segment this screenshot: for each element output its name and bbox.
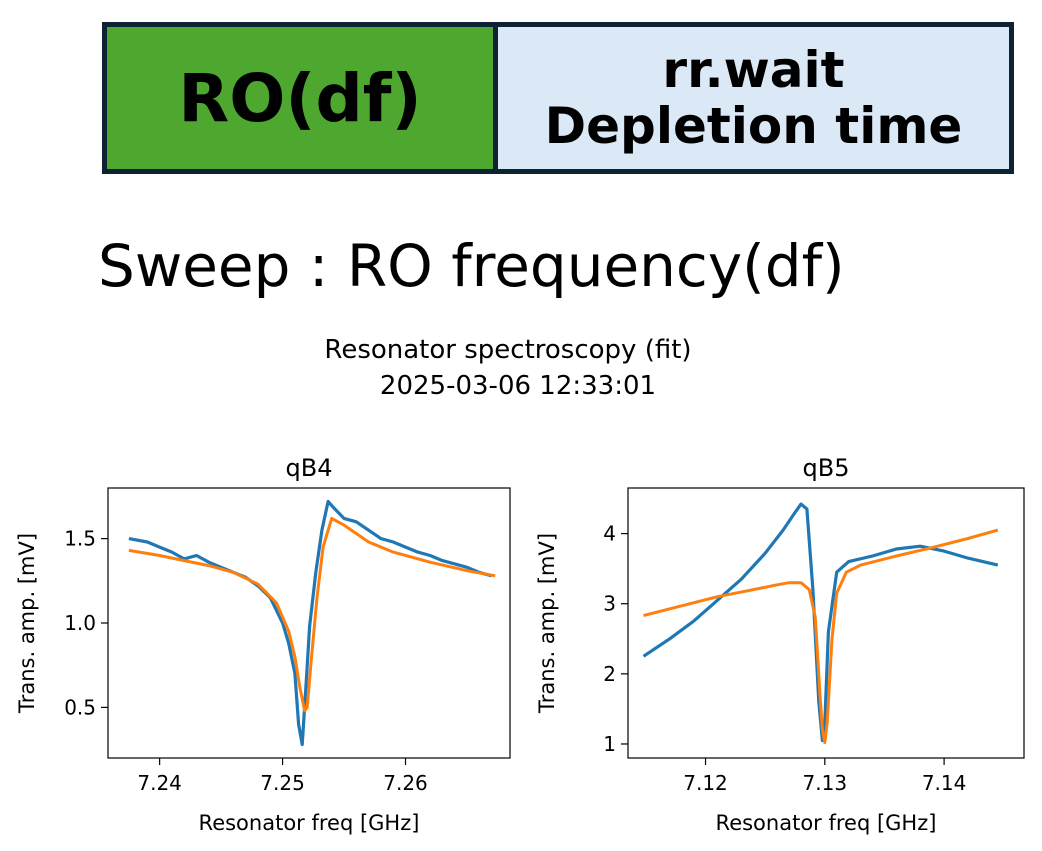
resonator-spectroscopy-figure: Resonator spectroscopy (fit) 2025-03-06 … (15, 335, 1025, 835)
series-data-line (128, 499, 493, 747)
x-tick-label: 7.12 (683, 771, 728, 795)
x-axis-label: Resonator freq [GHz] (199, 811, 420, 835)
y-tick-label: 1.0 (64, 611, 96, 635)
chart-title: qB5 (803, 454, 850, 482)
sequence-header: RO(df) rr.wait Depletion time (102, 22, 1014, 174)
y-tick-label: 0.5 (64, 695, 96, 719)
ro-df-block: RO(df) (107, 27, 493, 169)
rr-wait-label: rr.wait (662, 41, 845, 99)
series-fit-line (643, 528, 999, 745)
x-tick-label: 7.24 (137, 771, 182, 795)
y-tick-label: 4 (603, 522, 616, 546)
x-tick-label: 7.13 (803, 771, 848, 795)
rr-wait-block: rr.wait Depletion time (498, 27, 1009, 169)
figure-suptitle-line2: 2025-03-06 12:33:01 (380, 371, 656, 401)
axes-frame (627, 487, 1025, 759)
y-tick-label: 1.5 (64, 527, 96, 551)
sweep-label: Sweep : RO frequency(df) (98, 232, 845, 300)
x-tick-label: 7.26 (383, 771, 428, 795)
series-fit-line (128, 516, 496, 713)
x-tick-label: 7.14 (922, 771, 967, 795)
y-axis-label: Trans. amp. [mV] (535, 533, 559, 714)
y-tick-label: 3 (603, 592, 616, 616)
y-axis-label: Trans. amp. [mV] (15, 533, 39, 714)
series-data-line (642, 502, 999, 743)
x-tick-label: 7.25 (260, 771, 305, 795)
chart-title: qB4 (286, 454, 333, 482)
x-axis-label: Resonator freq [GHz] (716, 811, 937, 835)
chart-panel-qB5: 7.12 7.13 7.14 1 2 3 4 qB5 Resonator freq [GHz] T… (535, 454, 1025, 835)
depletion-time-label: Depletion time (544, 97, 963, 155)
y-tick-label: 2 (603, 662, 616, 686)
chart-panel-qB4: 7.24 7.25 7.26 0.5 1.0 1.5 qB4 Resonator freq [… (15, 454, 511, 835)
figure-suptitle-line1: Resonator spectroscopy (fit) (324, 335, 691, 365)
y-tick-label: 1 (603, 732, 616, 756)
